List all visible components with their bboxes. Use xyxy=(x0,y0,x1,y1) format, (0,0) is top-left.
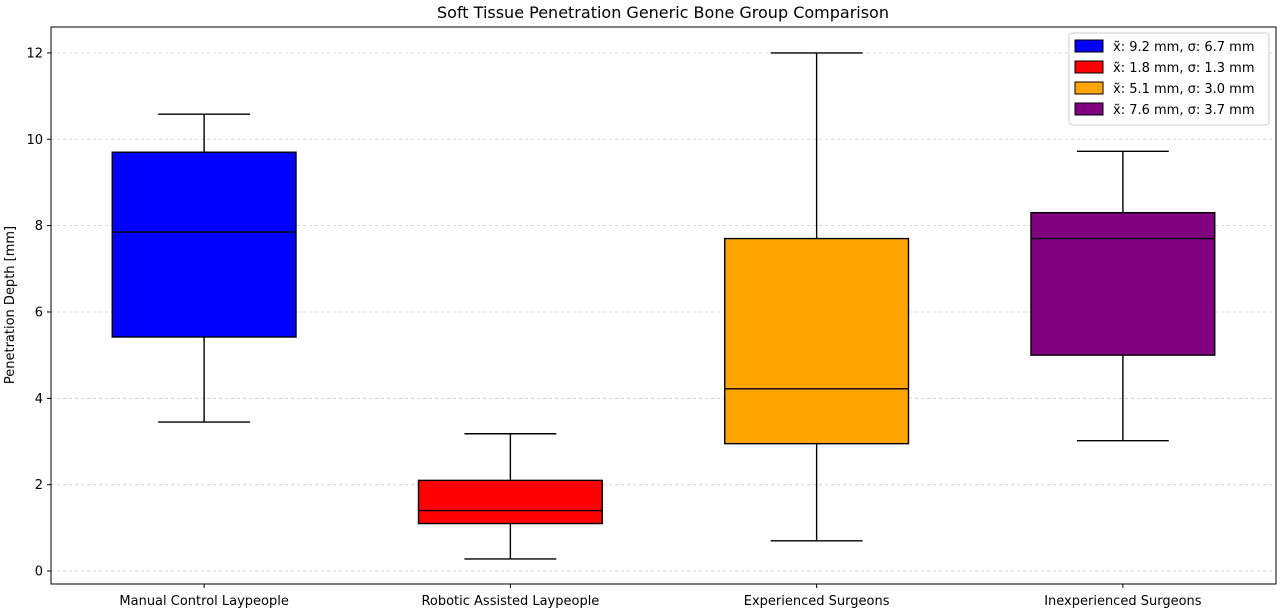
y-axis-label: Penetration Depth [mm] xyxy=(3,226,18,384)
x-tick-label: Manual Control Laypeople xyxy=(119,594,288,609)
box-group xyxy=(724,52,910,542)
y-tick-label: 4 xyxy=(35,392,43,407)
legend: x̃: 9.2 mm, σ: 6.7 mm x̃: 1.8 mm, σ: 1.3 … xyxy=(1068,32,1270,126)
box-iqr xyxy=(724,237,910,445)
plot-frame xyxy=(50,26,1277,585)
chart-title: Soft Tissue Penetration Generic Bone Gro… xyxy=(437,3,889,22)
legend-swatch xyxy=(1074,81,1104,95)
y-tick-label: 2 xyxy=(35,478,43,493)
legend-swatch xyxy=(1074,60,1104,74)
box-iqr xyxy=(417,479,603,525)
legend-label: x̃: 1.8 mm, σ: 1.3 mm xyxy=(1113,61,1255,76)
y-tick-label: 8 xyxy=(35,219,43,234)
x-tick-label: Robotic Assisted Laypeople xyxy=(421,594,599,609)
box-iqr xyxy=(111,151,297,338)
legend-frame xyxy=(1068,32,1270,126)
y-tick-label: 6 xyxy=(35,305,43,320)
y-tick-label: 10 xyxy=(26,133,43,148)
legend-label: x̃: 5.1 mm, σ: 3.0 mm xyxy=(1113,82,1255,97)
box-group xyxy=(111,113,297,423)
box-iqr xyxy=(1030,211,1216,356)
x-axis: Manual Control Laypeople Robotic Assisted… xyxy=(119,584,1202,609)
y-tick-label: 12 xyxy=(26,46,43,61)
legend-swatch xyxy=(1074,39,1104,53)
x-tick-label: Inexperienced Surgeons xyxy=(1044,594,1202,609)
legend-label: x̃: 9.2 mm, σ: 6.7 mm xyxy=(1113,40,1255,55)
y-tick-label: 0 xyxy=(35,565,43,580)
x-tick-label: Experienced Surgeons xyxy=(744,594,890,609)
legend-swatch xyxy=(1074,102,1104,116)
y-axis: 0 2 4 6 8 10 12 xyxy=(26,46,51,580)
box-group xyxy=(417,433,603,560)
box-group xyxy=(1030,150,1216,442)
box-series xyxy=(111,52,1216,560)
legend-label: x̃: 7.6 mm, σ: 3.7 mm xyxy=(1113,103,1255,118)
